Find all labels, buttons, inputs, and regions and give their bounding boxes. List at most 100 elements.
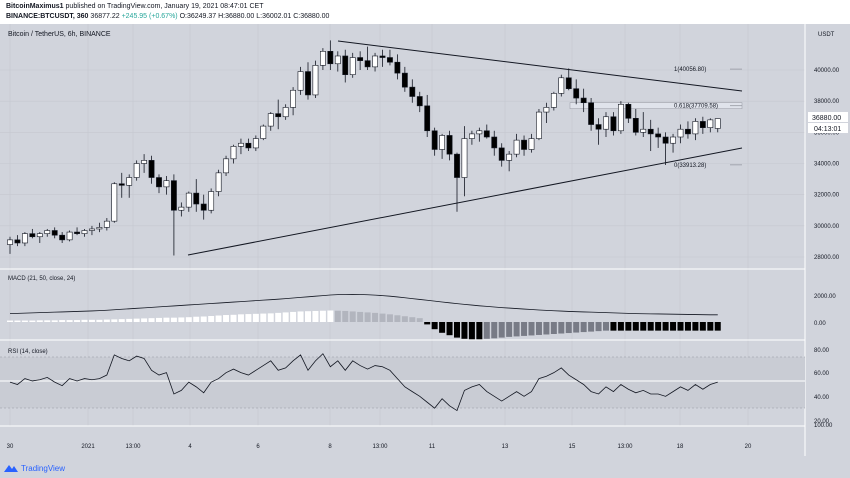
candle [21,232,28,247]
time-tick: 13:00 [372,444,388,450]
candle [513,133,520,158]
macd-histogram-bar [297,311,304,322]
macd-histogram-bar [468,322,475,340]
candle [677,124,684,144]
publisher-name[interactable]: BitcoinMaximus1 [6,3,64,10]
time-tick: 8 [328,444,332,450]
macd-histogram-bar [409,317,416,322]
candle [327,40,334,70]
macd-histogram-bar [595,322,602,332]
rsi-tick-80: 80.00 [814,348,830,354]
macd-histogram-bar [714,322,721,331]
candle [51,227,58,239]
candle [44,228,51,237]
candle [431,127,438,156]
macd-histogram-bar [543,322,550,335]
candle [305,62,311,100]
fib-retracement[interactable]: 1(40056.80) 0.618(37709.58) 0(33913.28) [569,67,743,169]
fib-level-label: 0.618(37709.58) [674,104,718,110]
candle [521,135,527,156]
candle [424,94,431,138]
candle [29,228,36,239]
macd-line [9,293,718,316]
candle [7,236,13,254]
candle [200,194,207,220]
macd-histogram-bar [528,322,535,336]
candlestick-series [7,40,721,256]
triangle-lower-trendline[interactable] [187,147,743,256]
time-tick: 13 [502,444,509,450]
candle [14,235,21,247]
candle [640,112,647,138]
macd-histogram-bar [603,322,609,331]
candle [558,74,565,97]
candle [223,155,229,176]
candle [342,49,349,83]
candle [185,191,192,212]
candle [685,121,691,139]
macd-histogram-bar [513,322,520,337]
time-axis[interactable]: 30 2021 13:00 4 6 8 13:00 11 13 15 13:00 18 20 [7,444,752,450]
fib-level-label: 0(33913.28) [674,163,706,169]
candle [498,143,505,167]
time-tick: 30 [7,444,14,450]
macd-histogram-bar [66,320,73,322]
macd-histogram-bar [282,312,289,322]
candle [394,54,401,80]
macd-histogram-bar [692,322,699,331]
macd-histogram-bar [118,319,125,322]
macd-histogram-bar [312,310,319,322]
candle [245,138,252,152]
rsi-title: RSI (14, close) [8,349,48,355]
candle [387,49,393,66]
macd-histogram-bar [349,311,356,322]
rsi-tick-40: 40.00 [814,395,830,401]
macd-histogram-bar [670,322,677,331]
candle [401,66,408,92]
price-axis[interactable]: 40000.00 38000.00 36000.00 34000.00 32000.00… [814,68,840,261]
candle [617,101,624,134]
candle [319,48,326,70]
triangle-upper-trendline[interactable] [337,40,743,92]
tradingview-logo[interactable]: TradingView [4,462,94,474]
macd-histogram-bar [640,322,647,331]
macd-histogram-bar [372,312,379,322]
time-tick: 13:00 [125,444,141,450]
candle [439,133,445,159]
macd-histogram-bar [185,317,192,322]
macd-histogram-bar [51,320,58,322]
macd-histogram-bar [163,317,170,322]
candle [215,169,222,197]
chart-area[interactable]: Bitcoin / TetherUS, 6h, BINANCE USDT 400… [0,24,850,456]
candle [714,118,721,133]
macd-histogram-bar [126,318,133,322]
candle [282,104,289,120]
macd-histogram-bar [550,322,557,334]
macd-histogram-bar [617,322,624,331]
macd-histogram-bar [111,319,118,322]
macd-histogram-bar [103,319,110,322]
candle [632,108,639,136]
price-tick: 36000.00 [814,130,840,136]
candle [357,51,364,70]
rsi-tick-100: 100.00 [814,423,833,429]
macd-histogram-bar [491,322,498,339]
candle [699,116,706,134]
last-price-tag: 36880.00 04:13:01 [808,112,848,133]
price-tick: 40000.00 [814,68,840,74]
price-tick: 28000.00 [814,255,840,261]
tradingview-icon [4,465,18,472]
macd-histogram-bar [662,322,669,331]
candle [208,188,215,214]
candle [349,52,356,78]
macd-histogram-bar [141,318,148,322]
candle [655,127,662,148]
last-price: 36877.22 [90,13,120,20]
price-tick: 32000.00 [814,193,840,199]
macd-histogram-bar [364,312,371,322]
macd-histogram-bar [223,315,230,322]
macd-histogram-bar [506,322,513,337]
macd-histogram-bar [342,310,349,322]
macd-histogram-bar [416,318,423,322]
bar-countdown: 04:13:01 [814,126,841,133]
